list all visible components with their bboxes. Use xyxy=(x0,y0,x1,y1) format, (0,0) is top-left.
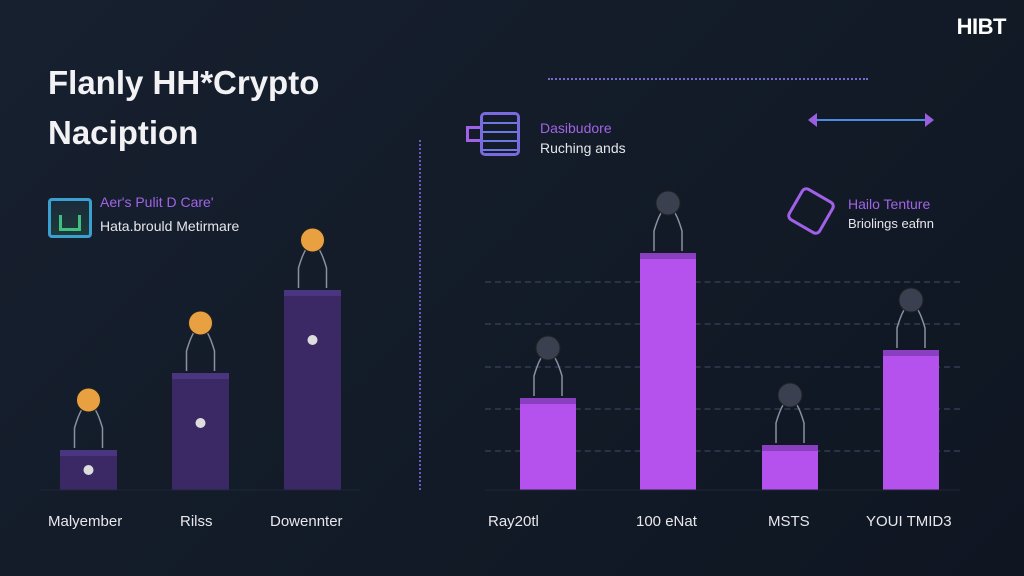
gridline xyxy=(485,281,960,283)
title-line-2: Naciption xyxy=(48,114,199,151)
coin-icon xyxy=(188,310,213,336)
dot-icon xyxy=(307,335,318,345)
dotted-divider-horizontal xyxy=(548,78,868,80)
battery-chart-icon xyxy=(48,198,92,238)
coin-icon xyxy=(76,387,101,413)
bar xyxy=(883,350,939,490)
x-tick-label: MSTS xyxy=(768,513,810,530)
legend-title: Aer's Pulit D Care' xyxy=(100,194,214,210)
gridline xyxy=(485,323,960,325)
coin-icon xyxy=(898,287,924,313)
dot-icon xyxy=(195,418,206,428)
gridline xyxy=(485,450,960,452)
x-tick-label: Rilss xyxy=(180,513,213,530)
dotted-divider-vertical xyxy=(419,140,421,490)
x-tick-label: 100 eNat xyxy=(636,513,698,530)
coin-icon xyxy=(535,335,561,361)
bar-cap xyxy=(520,398,576,404)
bar-cap xyxy=(762,445,818,451)
x-tick-label: Malyember xyxy=(48,513,122,530)
bar-cap xyxy=(172,373,229,379)
coin-icon xyxy=(300,227,325,253)
legend-subtitle: Hata.brould Metirmare xyxy=(100,218,240,234)
bar-cap xyxy=(883,350,939,356)
gridline xyxy=(485,408,960,410)
coin-icon xyxy=(655,190,681,216)
bar xyxy=(640,253,696,490)
legend-title: Hailo Tenture xyxy=(848,196,931,212)
page-title: Flanly HH*Crypto Naciption xyxy=(48,58,319,158)
legend-subtitle: Briolings eafnn xyxy=(848,216,934,231)
double-arrow-icon xyxy=(808,113,934,127)
bar xyxy=(520,398,576,490)
bar xyxy=(284,290,341,490)
gridline xyxy=(485,366,960,368)
x-tick-label: Ray20tl xyxy=(488,513,539,530)
x-tick-label: YOUI TMID3 xyxy=(866,513,952,530)
coin-icon xyxy=(777,382,803,408)
legend-subtitle: Ruching ands xyxy=(540,140,626,156)
x-tick-label: Dowennter xyxy=(270,513,343,530)
bar-cap xyxy=(284,290,341,296)
bar-cap xyxy=(60,450,117,456)
bar-cap xyxy=(640,253,696,259)
title-line-1: Flanly HH*Crypto xyxy=(48,64,320,101)
brand-logo: HIBT xyxy=(956,14,1007,39)
legend-title: Dasibudore xyxy=(540,120,612,136)
bar xyxy=(172,373,229,490)
list-document-icon xyxy=(480,112,520,156)
bar xyxy=(762,445,818,490)
dot-icon xyxy=(83,465,94,475)
